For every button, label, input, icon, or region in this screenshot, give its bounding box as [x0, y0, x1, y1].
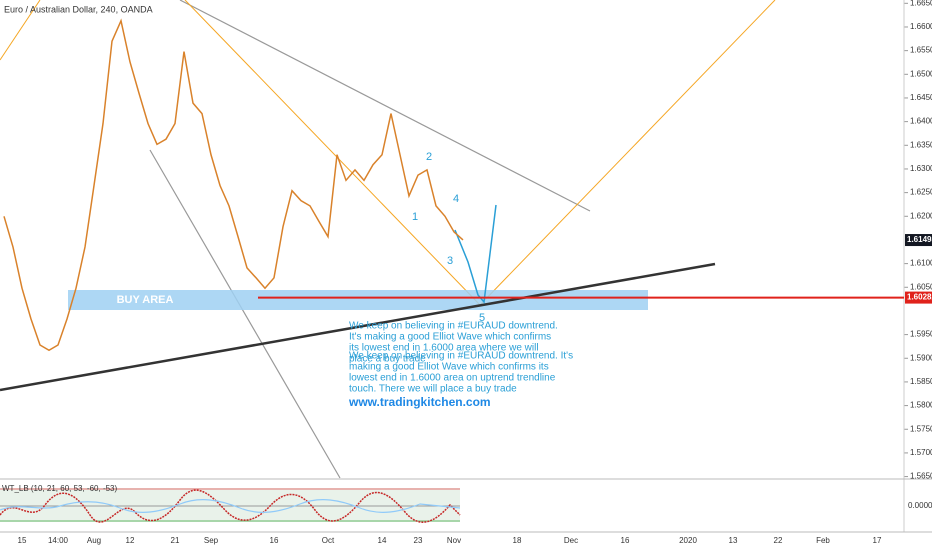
x-tick-label: 14: [378, 536, 387, 545]
note-line: touch. There we will place a buy trade: [349, 384, 517, 395]
note-line: We keep on believing in #EURAUD downtren…: [349, 351, 573, 362]
note-line: making a good Elliot Wave which confirms…: [349, 362, 549, 373]
y-tick-label: 1.62500: [910, 188, 932, 197]
x-tick-label: 23: [414, 536, 423, 545]
x-tick-label: 18: [513, 536, 522, 545]
x-tick-label: 2020: [679, 536, 697, 545]
x-tick-label: Dec: [564, 536, 578, 545]
chart-title: Euro / Australian Dollar, 240, OANDA: [4, 4, 153, 14]
x-tick-label: Sep: [204, 536, 219, 545]
x-tick-label: 21: [171, 536, 180, 545]
y-tick-label: 1.56500: [910, 472, 932, 481]
time-axis: 15 14:00 Aug 12 21 Sep 16 Oct 14 23 Nov 18 Dec 16 2020…: [18, 536, 882, 545]
indicator-label: WT_LB (10, 21, 60, 53, -60, -53): [2, 484, 118, 493]
note-line: place a buy trade: [349, 354, 426, 365]
price-label-box: [905, 291, 932, 304]
x-tick-label: Oct: [322, 536, 335, 545]
y-tick-label: 1.64000: [910, 117, 932, 126]
website: www.tradingkitchen.com: [348, 395, 491, 409]
x-tick-label: 16: [621, 536, 630, 545]
note-line: lowest end in 1.6000 area on uptrend tre…: [349, 373, 556, 384]
y-tick-label: 1.59000: [910, 353, 932, 362]
wave-label: 4: [453, 193, 459, 205]
trendline: [179, 0, 591, 212]
x-tick-label: 14:00: [48, 536, 69, 545]
trendline: [479, 0, 776, 306]
y-tick-label: 1.58000: [910, 401, 932, 410]
wave-label: 1: [412, 211, 418, 223]
trendline: [184, 0, 481, 306]
indicator-wave: [0, 499, 461, 513]
price-label: 1.61498: [907, 235, 932, 244]
x-tick-label: 15: [18, 536, 27, 545]
buy-area: [68, 290, 648, 310]
y-tick-label: 1.63500: [910, 140, 932, 149]
y-tick-label: 1.65500: [910, 46, 932, 55]
y-tick-label: 1.61000: [910, 259, 932, 268]
y-tick-label: 1.60500: [910, 282, 932, 291]
wave-projection: [454, 204, 497, 304]
y-tick-label: 1.66000: [910, 22, 932, 31]
indicator-tick-label: 0.00000: [908, 501, 932, 510]
x-tick-label: 22: [774, 536, 783, 545]
x-tick-label: 17: [873, 536, 882, 545]
x-tick-label: Feb: [816, 536, 830, 545]
price-pane: [3, 2, 908, 478]
note-line: It's making a good Elliot Wave which con…: [349, 332, 551, 343]
indicator-wave: [0, 489, 461, 523]
y-tick-label: 1.65000: [910, 69, 932, 78]
x-tick-label: Nov: [447, 536, 461, 545]
wave-label: 5: [479, 312, 485, 324]
trendline: [149, 149, 341, 479]
note-line: its lowest end in 1.6000 area where we w…: [349, 343, 539, 354]
y-tick-label: 1.64500: [910, 93, 932, 102]
note-line: We keep on believing in #EURAUD downtren…: [349, 321, 558, 332]
trendline: [0, 0, 41, 61]
wave-label: 2: [426, 151, 432, 163]
price-label: 1.60282: [907, 293, 932, 302]
y-tick-label: 1.66500: [910, 0, 932, 7]
x-tick-label: Aug: [87, 536, 101, 545]
y-tick-label: 1.58500: [910, 377, 932, 386]
buy-area-label: BUY AREA: [117, 294, 174, 306]
y-tick-label: 1.62000: [910, 211, 932, 220]
x-tick-label: 12: [126, 536, 135, 545]
x-tick-label: 13: [729, 536, 738, 545]
x-tick-label: 16: [270, 536, 279, 545]
uptrend-line: [0, 262, 716, 392]
y-tick-label: 1.57500: [910, 424, 932, 433]
price-line: [3, 18, 464, 352]
y-tick-label: 1.59500: [910, 330, 932, 339]
y-tick-label: 1.63000: [910, 164, 932, 173]
wave-label: 3: [447, 255, 453, 267]
y-tick-label: 1.57000: [910, 448, 932, 457]
price-label-box: [905, 234, 932, 247]
